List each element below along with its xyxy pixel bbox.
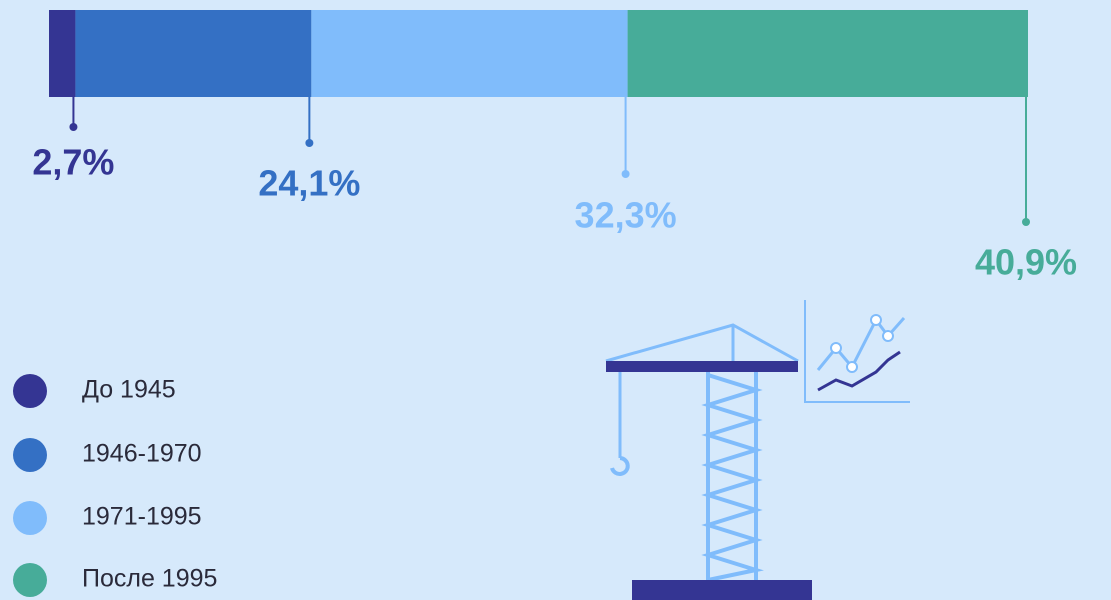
- legend-marker: [13, 563, 47, 597]
- leader-dot: [1022, 218, 1030, 226]
- bar-segment: [627, 10, 1028, 97]
- bar-segment: [49, 10, 76, 97]
- leader-dot: [305, 139, 314, 147]
- legend-marker: [13, 501, 47, 535]
- legend-label: До 1945: [82, 376, 176, 404]
- bar-segment: [311, 10, 628, 97]
- legend-marker: [13, 374, 47, 408]
- value-label: 32,3%: [575, 195, 677, 236]
- leader-dot: [621, 170, 630, 178]
- value-label: 24,1%: [258, 163, 360, 204]
- crane-illustration: [605, 300, 910, 600]
- legend-label: После 1995: [82, 565, 217, 593]
- legend-label: 1946-1970: [82, 440, 202, 468]
- legend-marker: [13, 438, 47, 472]
- bar-segment: [75, 10, 312, 97]
- value-label: 40,9%: [975, 242, 1077, 283]
- value-label: 2,7%: [32, 142, 114, 183]
- leader-dot: [69, 123, 78, 131]
- legend-label: 1971-1995: [82, 503, 202, 531]
